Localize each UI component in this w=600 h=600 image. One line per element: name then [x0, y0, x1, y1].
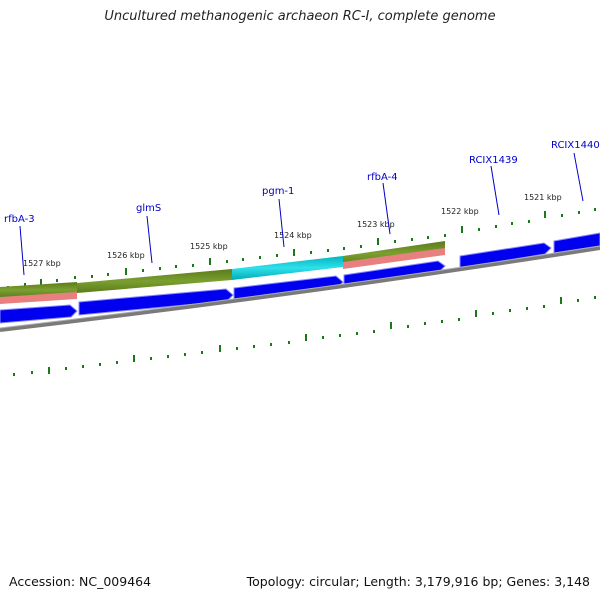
kbp-label: 1521 kbp [524, 193, 562, 202]
kbp-label: 1525 kbp [190, 242, 228, 251]
genome-backbone-highlight [0, 245, 600, 329]
label-leaders [19, 152, 584, 276]
cds-arrow[interactable] [0, 304, 78, 324]
kbp-labels: 1527 kbp 1526 kbp 1525 kbp 1524 kbp 1523… [23, 193, 562, 268]
genome-backbone [0, 246, 600, 332]
map-title: Uncultured methanogenic archaeon RC-I, c… [104, 9, 496, 24]
cds-arrow[interactable] [553, 232, 600, 254]
accession-label: Accession: NC_009464 [9, 574, 152, 589]
gene-labels: rfbA-3 glmS pgm-1 rfbA-4 RCIX1439 RCIX14… [4, 140, 600, 225]
feature-pink[interactable] [343, 248, 445, 269]
kbp-label: 1524 kbp [274, 231, 312, 240]
gene-label-rfbA-3[interactable]: rfbA-3 [4, 214, 35, 225]
kbp-label: 1526 kbp [107, 251, 145, 260]
inner-tick-ring [13, 296, 596, 376]
kbp-label: 1522 kbp [441, 207, 479, 216]
gene-label-glmS[interactable]: glmS [136, 203, 161, 214]
outer-tick-ring [7, 208, 596, 289]
rna-band [0, 248, 445, 304]
cds-arrow[interactable] [78, 288, 234, 316]
gene-label-pgm-1[interactable]: pgm-1 [262, 186, 294, 197]
gene-label-RCIX1439[interactable]: RCIX1439 [469, 155, 518, 166]
feature-cyan[interactable] [232, 256, 343, 280]
feature-olive[interactable] [77, 269, 232, 293]
gene-label-rfbA-4[interactable]: rfbA-4 [367, 172, 398, 183]
gene-label-RCIX1440[interactable]: RCIX1440 [551, 140, 600, 151]
cds-arrow[interactable] [459, 242, 552, 269]
kbp-label: 1527 kbp [23, 259, 61, 268]
feature-pink[interactable] [0, 292, 77, 304]
genome-summary: Topology: circular; Length: 3,179,916 bp… [246, 574, 590, 589]
cds-track [0, 232, 600, 324]
kbp-label: 1523 kbp [357, 220, 395, 229]
